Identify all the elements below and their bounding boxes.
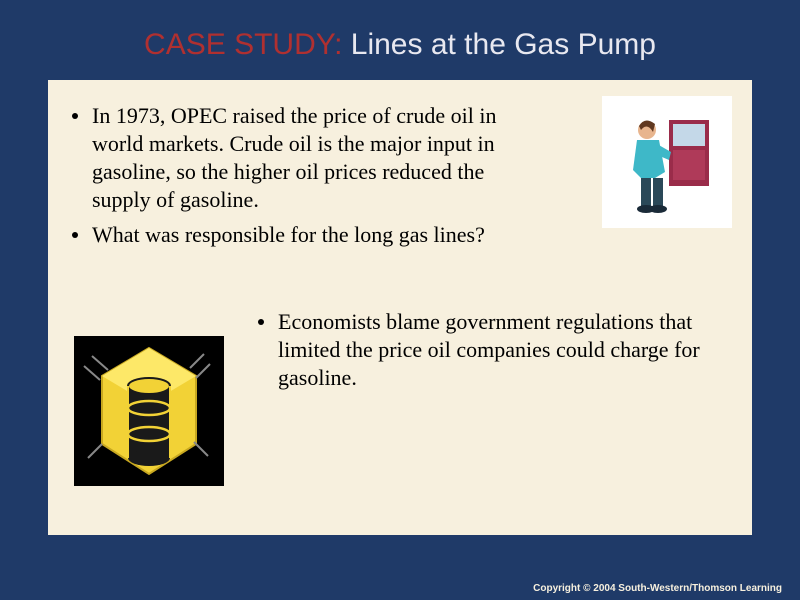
bullet-dot-icon [72,113,78,119]
bullet-text-1: In 1973, OPEC raised the price of crude … [92,102,502,215]
bullet-item-1: In 1973, OPEC raised the price of crude … [72,102,502,215]
bullet-item-2: What was responsible for the long gas li… [72,221,542,249]
slide-title: CASE STUDY: Lines at the Gas Pump [0,0,800,80]
content-panel: In 1973, OPEC raised the price of crude … [48,80,752,535]
bullet-dot-icon [258,319,264,325]
copyright-text: Copyright © 2004 South-Western/Thomson L… [533,583,782,594]
bullet-dot-icon [72,232,78,238]
oil-barrel-clipart [74,336,224,486]
bullet-text-3: Economists blame government regulations … [278,308,718,392]
gas-pump-person-clipart [602,96,732,228]
bullet-item-3: Economists blame government regulations … [258,308,718,392]
title-tag: CASE STUDY: [144,28,342,61]
bullet-text-2: What was responsible for the long gas li… [92,221,485,249]
title-rest: Lines at the Gas Pump [342,28,656,61]
